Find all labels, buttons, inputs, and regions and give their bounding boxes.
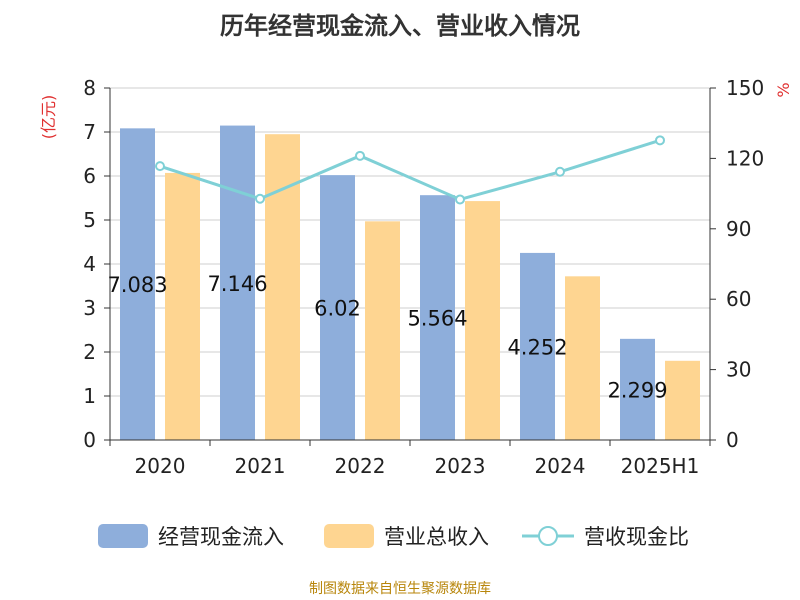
legend-label-ratio: 营收现金比 (584, 525, 689, 549)
x-tick-label: 2022 (335, 454, 386, 478)
x-tick-label: 2025H1 (621, 454, 700, 478)
left-tick-label: 1 (83, 384, 96, 408)
ratio-point (455, 194, 465, 205)
right-tick-label: 120 (726, 146, 764, 170)
legend-marker-ratio (538, 526, 558, 546)
bar-cash-inflow (520, 252, 555, 440)
bar-revenue (665, 360, 700, 440)
ratio-point (155, 161, 165, 172)
bar-revenue (365, 221, 400, 440)
left-tick-label: 2 (83, 340, 96, 364)
data-label: 2.299 (607, 378, 667, 402)
legend-swatch-revenue (324, 524, 374, 548)
ratio-point (655, 135, 665, 146)
bar-cash-inflow (620, 338, 655, 440)
bar-revenue (265, 134, 300, 440)
left-tick-label: 8 (83, 76, 96, 100)
x-tick-label: 2023 (435, 454, 486, 478)
x-tick-label: 2021 (235, 454, 286, 478)
left-tick-label: 5 (83, 208, 96, 232)
left-tick-label: 7 (83, 120, 96, 144)
ratio-point (555, 166, 565, 177)
right-tick-label: 90 (726, 217, 751, 241)
data-label: 4.252 (507, 335, 567, 359)
left-tick-label: 6 (83, 164, 96, 188)
bar-revenue (465, 201, 500, 440)
right-tick-label: 60 (726, 287, 751, 311)
left-tick-label: 0 (83, 428, 96, 452)
x-tick-label: 2020 (135, 454, 186, 478)
right-tick-label: 150 (726, 76, 764, 100)
legend: 经营现金流入 营业总收入 营收现金比 (98, 524, 689, 549)
x-tick-label: 2024 (535, 454, 586, 478)
data-label: 6.02 (314, 297, 361, 321)
legend-swatch-cash-inflow (98, 524, 148, 548)
data-label: 7.146 (207, 272, 267, 296)
left-tick-label: 3 (83, 296, 96, 320)
axes: 0 1 2 3 4 5 6 7 8 0 30 60 90 120 150 (亿元)% 2020 2021 2022 2… (39, 76, 793, 478)
ratio-point (255, 193, 265, 204)
left-axis-label: (亿元) (39, 95, 58, 140)
left-tick-label: 4 (83, 252, 96, 276)
legend-label-revenue: 营业总收入 (384, 525, 489, 549)
bars (120, 125, 700, 441)
bar-revenue (565, 276, 600, 440)
ratio-point (355, 150, 365, 161)
ratio-line (155, 135, 665, 205)
right-tick-label: 0 (726, 428, 739, 452)
data-labels: 7.083 7.146 6.02 5.564 4.252 2.299 (107, 272, 667, 403)
bar-cash-inflow (220, 125, 255, 441)
legend-label-cash-inflow: 经营现金流入 (158, 525, 284, 549)
chart-title: 历年经营现金流入、营业收入情况 (220, 12, 580, 40)
data-label: 7.083 (107, 273, 167, 297)
right-axis-label: % (774, 82, 793, 97)
source-note: 制图数据来自恒生聚源数据库 (309, 581, 491, 597)
bar-cash-inflow (420, 195, 455, 440)
bar-cash-inflow (120, 128, 155, 440)
bar-cash-inflow (320, 175, 355, 440)
bar-revenue (165, 172, 200, 441)
right-tick-label: 30 (726, 358, 751, 382)
ratio-line-path (159, 138, 661, 202)
data-label: 5.564 (407, 307, 467, 331)
